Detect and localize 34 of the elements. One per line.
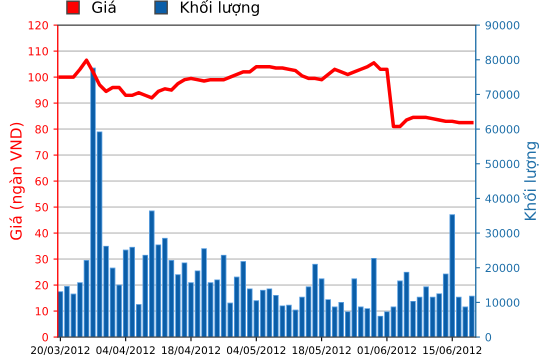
x-tick-label: 15/06/2012: [423, 346, 482, 355]
y2-tick-label: 0: [486, 333, 492, 342]
y2-tick-label: 70000: [486, 90, 520, 99]
y-tick-label: 50: [35, 203, 48, 212]
x-tick-label: 04/05/2012: [226, 346, 286, 355]
y2-tick-label: 90000: [485, 21, 520, 30]
legend-label: Giá: [92, 0, 116, 13]
y2-axis-title: Khối lượng: [522, 142, 539, 220]
x-tick-label: 18/05/2012: [292, 346, 351, 355]
y-tick-label: 60: [35, 177, 48, 186]
y-tick-label: 100: [28, 73, 48, 82]
legend-label: Khối lượng: [180, 0, 259, 16]
y2-tick-label: 50000: [486, 160, 520, 168]
y-tick-label: 20: [35, 281, 48, 290]
y-tick-label: 110: [28, 47, 48, 56]
y-tick-label: 40: [35, 229, 48, 238]
y2-tick-label: 20000: [486, 264, 520, 272]
y2-tick-label: 10000: [486, 298, 520, 307]
y2-tick-label: 30000: [486, 229, 520, 238]
x-tick-label: 20/03/2012: [31, 346, 90, 355]
y-tick-label: 0: [42, 333, 48, 342]
y-tick-label: 30: [35, 255, 48, 264]
y2-tick-label: 40000: [485, 194, 520, 203]
x-tick-label: 01/06/2012: [358, 346, 416, 355]
y-tick-label: 120: [28, 21, 48, 30]
y-tick-label: 10: [36, 307, 48, 316]
y-axis-title: Giá (ngàn VND): [9, 122, 25, 240]
y-tick-label: 90: [35, 99, 48, 108]
x-tick-label: 18/04/2012: [162, 346, 220, 355]
y2-tick-label: 80000: [486, 56, 520, 64]
x-tick-label: 04/04/2012: [96, 346, 155, 355]
y-tick-label: 70: [35, 151, 48, 160]
y-tick-label: 80: [35, 125, 48, 134]
y2-tick-label: 60000: [486, 125, 520, 134]
